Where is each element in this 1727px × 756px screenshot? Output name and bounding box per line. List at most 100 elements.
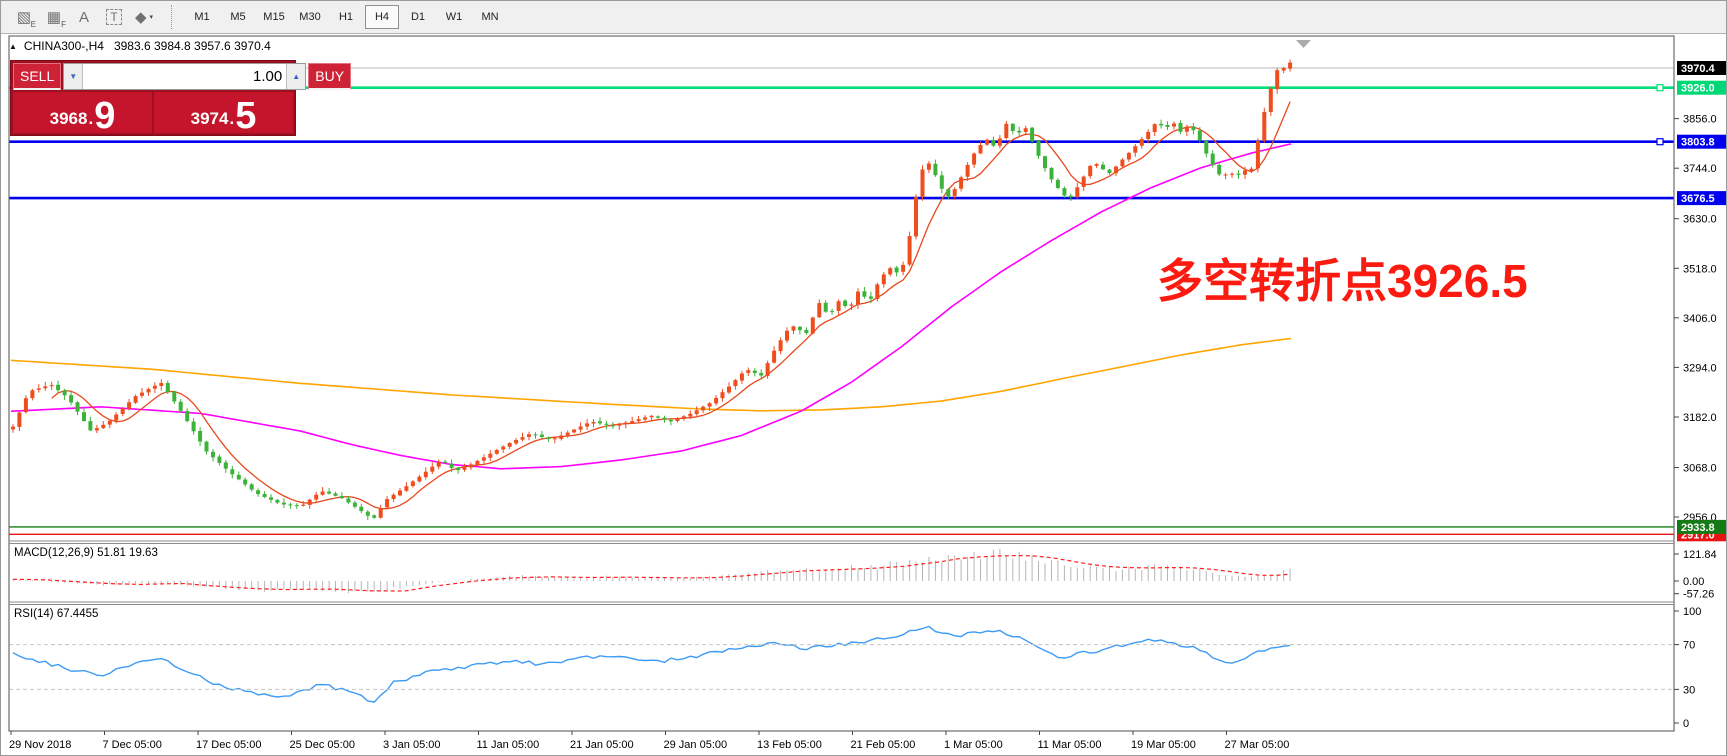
buy-button[interactable]: BUY bbox=[308, 63, 352, 90]
date-label: 27 Mar 05:00 bbox=[1225, 739, 1290, 751]
timeframe-group: M1 M5 M15 M30 H1 H4 D1 W1 MN bbox=[184, 5, 508, 29]
sell-button[interactable]: SELL bbox=[13, 63, 62, 90]
rsi-line bbox=[12, 625, 1291, 703]
timeframe-mn[interactable]: MN bbox=[481, 11, 499, 23]
text-label-icon[interactable]: A bbox=[71, 5, 97, 29]
chart-area[interactable]: 多空转折点3926.5 3856.0 3744.0 3630.0 3518.0 3406.… bbox=[1, 34, 1727, 756]
date-label: 29 Nov 2018 bbox=[9, 739, 71, 751]
annotation-text: 多空转折点3926.5 bbox=[1157, 255, 1528, 307]
ma-fast-line bbox=[51, 101, 1291, 510]
shapes-palette-icon[interactable]: ◆ ▾ bbox=[131, 5, 157, 29]
svg-text:0.00: 0.00 bbox=[1683, 576, 1704, 588]
sell-price-dot: . bbox=[88, 109, 94, 128]
sell-price-int: 3968 bbox=[49, 109, 88, 128]
toolbar-separator bbox=[171, 5, 176, 29]
timeframe-w1[interactable]: W1 bbox=[445, 11, 463, 23]
chart-frame bbox=[8, 35, 1675, 732]
timeframe-h4[interactable]: H4 bbox=[365, 5, 399, 29]
ma-slow-line bbox=[10, 337, 1292, 412]
rsi-levels bbox=[9, 644, 1674, 690]
timeframe-m5[interactable]: M5 bbox=[230, 11, 246, 23]
shapes-palette-icon-glyph: ◆ bbox=[134, 8, 147, 26]
macd-label: MACD(12,26,9) 51.81 19.63 bbox=[14, 547, 158, 559]
date-label: 3 Jan 05:00 bbox=[383, 739, 441, 751]
chart-canvas[interactable]: 多空转折点3926.5 3856.0 3744.0 3630.0 3518.0 3406.… bbox=[1, 34, 1727, 756]
candles-layer bbox=[11, 59, 1293, 520]
hatch-pattern-icon-glyph: ▧ bbox=[16, 8, 32, 26]
chart-title: ▲ CHINA300-,H4 3983.6 3984.8 3957.6 3970… bbox=[9, 39, 271, 53]
svg-text:3630.0: 3630.0 bbox=[1683, 214, 1717, 226]
svg-text:3803.8: 3803.8 bbox=[1681, 137, 1715, 149]
timeframe-m15[interactable]: M15 bbox=[263, 11, 285, 23]
svg-text:0: 0 bbox=[1683, 718, 1689, 730]
svg-text:3068.0: 3068.0 bbox=[1683, 463, 1717, 475]
volume-input[interactable] bbox=[83, 64, 287, 89]
sell-price-big-digit: 9 bbox=[94, 94, 116, 137]
price-axis-labels: 3856.0 3744.0 3630.0 3518.0 3406.0 3294.0 3182… bbox=[1674, 114, 1717, 524]
grid-pattern-icon[interactable]: ▦ F bbox=[41, 5, 67, 30]
date-label: 25 Dec 05:00 bbox=[290, 739, 355, 751]
svg-text:2933.8: 2933.8 bbox=[1681, 522, 1715, 534]
timeframe-m1[interactable]: M1 bbox=[194, 11, 210, 23]
volume-increase-button[interactable]: ▲ bbox=[286, 64, 306, 89]
date-label: 13 Feb 05:00 bbox=[757, 739, 822, 751]
date-label: 21 Jan 05:00 bbox=[570, 739, 634, 751]
date-label: 11 Jan 05:00 bbox=[477, 739, 540, 751]
timeframe-m30[interactable]: M30 bbox=[299, 11, 321, 23]
svg-text:100: 100 bbox=[1683, 606, 1701, 618]
rsi-label: RSI(14) 67.4455 bbox=[14, 608, 98, 620]
svg-text:3744.0: 3744.0 bbox=[1683, 163, 1717, 175]
svg-text:3970.4: 3970.4 bbox=[1681, 63, 1716, 75]
timeframe-h1[interactable]: H1 bbox=[338, 11, 354, 23]
ohlc-values: 3983.6 3984.8 3957.6 3970.4 bbox=[113, 39, 271, 53]
symbol-title: CHINA300-,H4 bbox=[23, 39, 104, 53]
text-box-icon[interactable]: T bbox=[101, 5, 127, 29]
volume-stepper[interactable]: ▼ ▲ bbox=[63, 63, 307, 90]
svg-text:3518.0: 3518.0 bbox=[1683, 263, 1717, 275]
buy-price-big-digit: 5 bbox=[235, 94, 257, 137]
collapse-arrow-icon[interactable]: ▲ bbox=[9, 41, 17, 51]
drawing-tools-group: ▧ E ▦ F A T ◆ ▾ bbox=[9, 5, 159, 29]
svg-text:3856.0: 3856.0 bbox=[1683, 114, 1717, 126]
macd-signal-line bbox=[12, 554, 1291, 592]
icon-subscript: E bbox=[30, 20, 36, 29]
date-axis: 29 Nov 2018 7 Dec 05:00 17 Dec 05:00 25 Dec… bbox=[9, 731, 1289, 751]
date-label: 1 Mar 05:00 bbox=[944, 739, 1003, 751]
svg-text:3294.0: 3294.0 bbox=[1683, 362, 1717, 374]
text-box-icon-glyph: T bbox=[106, 8, 122, 26]
date-label: 29 Jan 05:00 bbox=[664, 739, 728, 751]
macd-histogram bbox=[12, 548, 1291, 594]
svg-text:30: 30 bbox=[1683, 684, 1695, 696]
text-label-icon-glyph: A bbox=[78, 8, 89, 26]
dropdown-arrow-icon[interactable]: ▾ bbox=[149, 14, 154, 21]
svg-text:121.84: 121.84 bbox=[1683, 549, 1717, 561]
buy-price[interactable]: 3974. 5 bbox=[154, 92, 293, 137]
toolbar: ▧ E ▦ F A T ◆ ▾ M1 M5 M15 M30 H1 H4 D1 W1 MN bbox=[1, 1, 1726, 34]
sell-price[interactable]: 3968. 9 bbox=[13, 92, 152, 137]
one-click-trading-panel: SELL ▼ ▲ BUY 3968.9 3974.5 bbox=[10, 60, 352, 137]
date-label: 17 Dec 05:00 bbox=[196, 739, 261, 751]
date-label: 21 Feb 05:00 bbox=[851, 739, 916, 751]
date-label: 7 Dec 05:00 bbox=[103, 739, 162, 751]
macd-axis-labels: 121.84 0.00-57.26 bbox=[1674, 549, 1717, 601]
svg-text:70: 70 bbox=[1683, 640, 1695, 652]
timeframe-d1[interactable]: D1 bbox=[410, 11, 426, 23]
chart-shift-marker-icon[interactable] bbox=[1296, 40, 1311, 48]
date-label: 19 Mar 05:00 bbox=[1131, 739, 1196, 751]
svg-text:3676.5: 3676.5 bbox=[1681, 193, 1715, 205]
hatch-pattern-icon[interactable]: ▧ E bbox=[11, 5, 37, 30]
rsi-axis-labels: 100 70 30 0 bbox=[1674, 606, 1701, 730]
buy-price-dot: . bbox=[229, 109, 235, 128]
grid-pattern-icon-glyph: ▦ bbox=[46, 8, 62, 26]
date-label: 11 Mar 05:00 bbox=[1038, 739, 1102, 751]
svg-text:3182.0: 3182.0 bbox=[1683, 412, 1717, 424]
icon-subscript: F bbox=[61, 20, 66, 29]
volume-decrease-button[interactable]: ▼ bbox=[64, 64, 84, 89]
buy-price-int: 3974 bbox=[190, 109, 229, 128]
ma-mid-line bbox=[10, 143, 1292, 470]
svg-text:3406.0: 3406.0 bbox=[1683, 313, 1717, 325]
svg-text:3926.0: 3926.0 bbox=[1681, 83, 1715, 95]
svg-text:-57.26: -57.26 bbox=[1683, 589, 1714, 601]
